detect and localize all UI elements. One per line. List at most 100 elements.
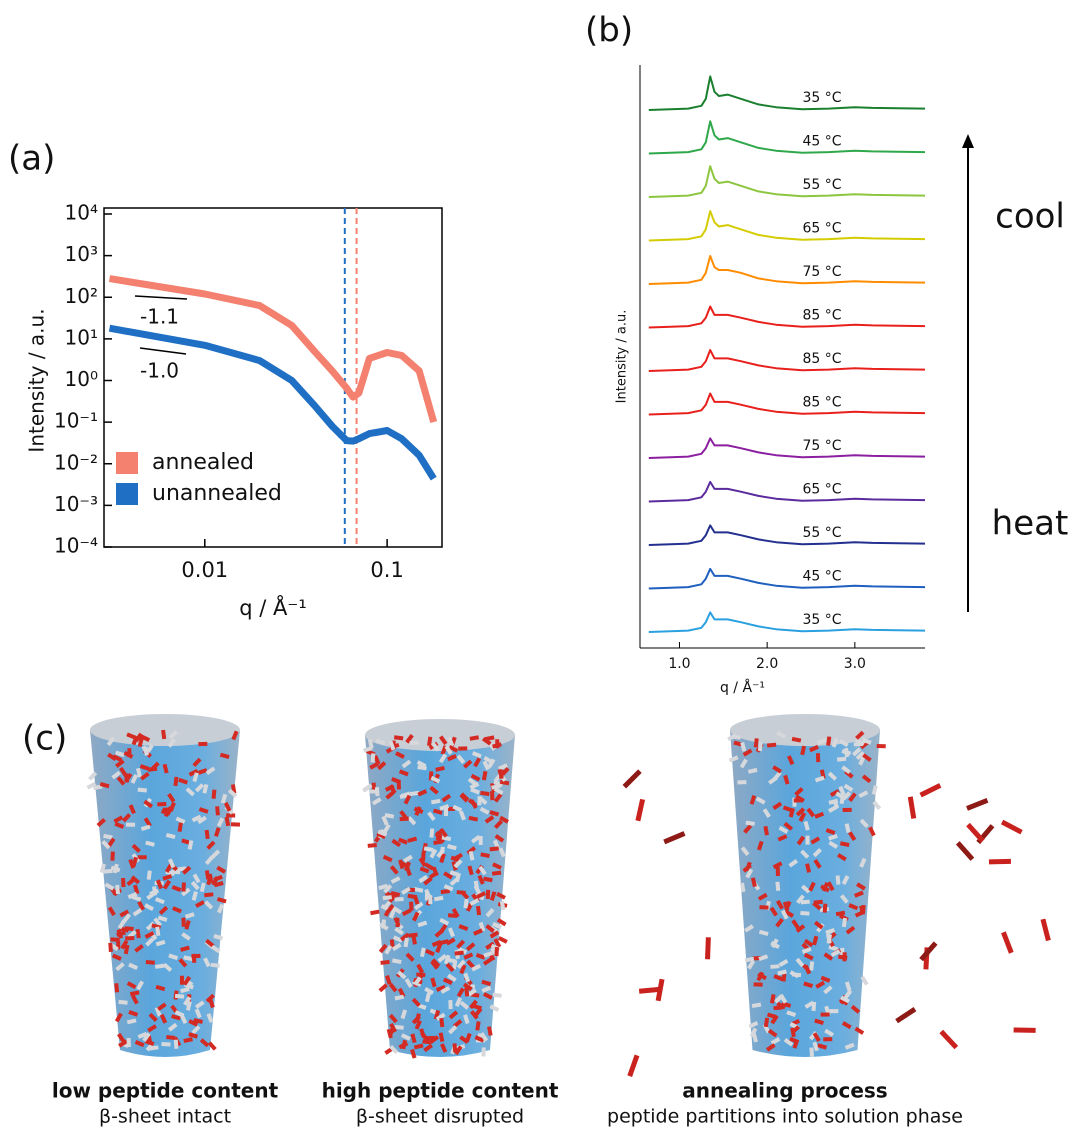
peptide xyxy=(388,1026,396,1037)
peptide xyxy=(405,733,414,744)
peptide xyxy=(468,815,479,822)
peptide xyxy=(447,736,455,747)
y-axis-label: Intensity / a.u. xyxy=(25,308,49,452)
peptide xyxy=(816,737,827,745)
peptide xyxy=(427,811,436,821)
peptide xyxy=(478,865,487,876)
peptide xyxy=(454,950,464,956)
plot-frame xyxy=(103,207,443,548)
peptide xyxy=(868,826,876,837)
peptide xyxy=(440,888,451,895)
panel-label: (b) xyxy=(585,11,633,51)
peptide xyxy=(482,957,493,966)
peptide xyxy=(841,765,851,775)
peptide xyxy=(452,804,463,813)
peptide xyxy=(483,755,494,765)
peptide xyxy=(484,815,495,824)
x-tick-label: 1.0 xyxy=(668,656,690,672)
peptide xyxy=(131,843,141,853)
peptide xyxy=(185,1001,192,1011)
peptide xyxy=(216,903,225,914)
peptide xyxy=(442,977,453,985)
data-line xyxy=(648,210,926,242)
peptide xyxy=(498,847,506,858)
peptide xyxy=(763,825,769,836)
peptide xyxy=(192,757,202,768)
peptide xyxy=(136,767,142,778)
peptide xyxy=(135,928,141,939)
peptide xyxy=(213,880,224,888)
peptide xyxy=(171,885,182,892)
peptide xyxy=(810,836,821,845)
peptide xyxy=(390,891,401,898)
peptide xyxy=(475,952,486,960)
peptide xyxy=(809,961,815,971)
peptide xyxy=(412,894,420,905)
y-tick-label: 10⁻³ xyxy=(54,492,98,516)
peptide xyxy=(388,982,398,993)
peptide xyxy=(146,870,152,880)
peptide xyxy=(208,998,215,1009)
peptide xyxy=(484,735,495,742)
peptide xyxy=(493,779,504,787)
peptide xyxy=(803,964,812,975)
y-tick-label: 10⁻² xyxy=(54,450,98,474)
peptide xyxy=(749,1027,758,1038)
peptide xyxy=(223,801,232,812)
peptide xyxy=(769,906,778,917)
peptide xyxy=(789,970,800,979)
peptide xyxy=(862,753,872,762)
peptide xyxy=(740,741,747,752)
peptide xyxy=(401,886,411,895)
peptide xyxy=(854,1026,865,1035)
peptide xyxy=(392,906,403,915)
peptide xyxy=(412,911,420,922)
peptide xyxy=(115,884,121,895)
free-peptide xyxy=(907,796,917,819)
peptide xyxy=(141,745,150,756)
peptide xyxy=(770,1037,781,1045)
data-line xyxy=(648,75,926,111)
peptide xyxy=(485,924,495,933)
peptide xyxy=(424,862,435,871)
peptide xyxy=(405,952,415,962)
peptide xyxy=(152,886,157,896)
peptide xyxy=(429,1035,440,1044)
peptide xyxy=(183,955,193,962)
peptide xyxy=(190,880,200,891)
peptide xyxy=(831,737,839,748)
peptide xyxy=(836,756,847,762)
data-line xyxy=(648,349,926,372)
peptide xyxy=(155,926,161,937)
peptide xyxy=(414,806,422,816)
peptide xyxy=(114,1012,123,1023)
peptide xyxy=(850,1004,861,1014)
data-line xyxy=(648,305,926,329)
peptide xyxy=(192,772,199,783)
peptide xyxy=(184,912,195,919)
peptide xyxy=(124,926,134,931)
peptide xyxy=(845,925,856,935)
peptide xyxy=(855,730,865,740)
peptide xyxy=(384,784,395,792)
peptide xyxy=(830,949,841,958)
peptide xyxy=(814,811,825,819)
slope-line xyxy=(134,295,188,300)
peptide xyxy=(454,872,461,883)
peptide xyxy=(804,1000,815,1009)
free-peptide xyxy=(919,941,938,962)
peptide xyxy=(444,745,453,755)
peptide xyxy=(815,980,826,989)
peptide xyxy=(478,921,486,932)
peptide xyxy=(841,875,850,885)
peptide xyxy=(443,871,453,880)
peptide xyxy=(443,884,454,892)
peptide xyxy=(398,1041,409,1050)
peptide xyxy=(838,785,846,796)
peptide xyxy=(403,854,413,863)
peptide xyxy=(775,899,784,910)
peptide xyxy=(464,987,470,997)
peptide xyxy=(756,971,765,982)
peptide xyxy=(394,1024,404,1030)
peptide xyxy=(383,884,393,894)
